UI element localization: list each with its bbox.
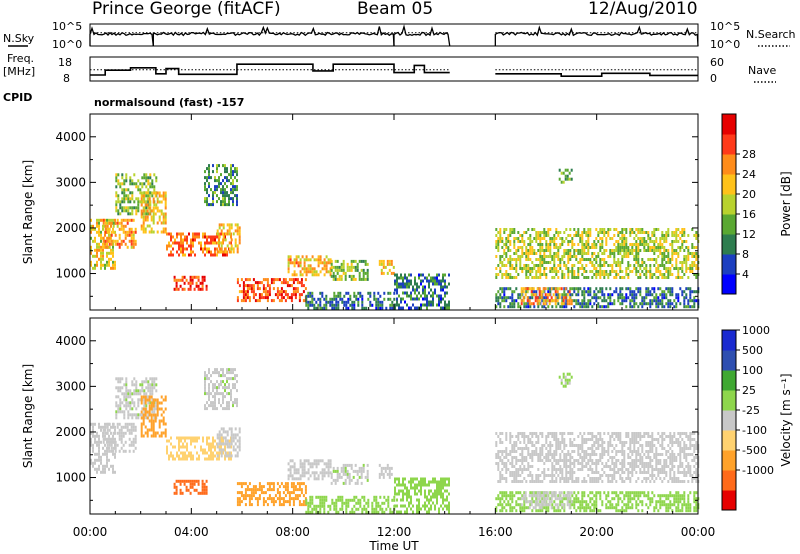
velocity-panel: 1000 2000 3000 4000 Slant Range [km] — [21, 317, 700, 515]
noise-left-top: 10^5 — [52, 20, 82, 33]
velocity-ytick-label: 1000 — [55, 471, 86, 485]
velocity-colorbar-tick-label: -500 — [742, 444, 767, 457]
velocity-colorbar-tick-label: -25 — [742, 404, 760, 417]
velocity-colorbar-segment — [722, 450, 736, 471]
nave-label: Nave — [748, 64, 776, 77]
x-tick-label: 00:00 — [73, 525, 108, 539]
date-label: 12/Aug/2010 — [588, 0, 698, 19]
x-axis-label: Time UT — [368, 539, 419, 553]
x-tick-label: 04:00 — [174, 525, 209, 539]
noise-left-bottom: 10^0 — [52, 38, 82, 51]
velocity-colorbar-tick-label: 1000 — [742, 324, 770, 337]
velocity-ytick-label: 3000 — [55, 379, 86, 393]
velocity-colorbar-frame — [721, 329, 737, 511]
velocity-ytick-label: 2000 — [55, 425, 86, 439]
freq-right-top: 60 — [710, 56, 724, 69]
velocity-ytick-label: 4000 — [55, 334, 86, 348]
velocity-colorbar-segment — [722, 390, 736, 411]
power-colorbar-tick-label: 8 — [742, 248, 749, 261]
power-ytick-label: 3000 — [55, 175, 86, 189]
velocity-colorbar-tick-label: 100 — [742, 364, 763, 377]
power-colorbar: 4 8 12 16 20 24 28 Power [dB] — [721, 113, 793, 295]
power-ytick-label: 2000 — [55, 221, 86, 235]
freq-label: Freq. — [7, 52, 34, 65]
noise-sky-segment — [152, 25, 395, 47]
power-colorbar-label: Power [dB] — [779, 171, 793, 236]
power-colorbar-tick-label: 20 — [742, 188, 756, 201]
power-ytick-label: 1000 — [55, 267, 86, 281]
x-tick-label: 16:00 — [478, 525, 513, 539]
x-tick-label: 00:00 — [681, 525, 716, 539]
power-ytick-label: 4000 — [55, 130, 86, 144]
power-colorbar-segment — [722, 254, 736, 275]
station-title: Prince George (fitACF) — [92, 0, 281, 19]
x-tick-label: 12:00 — [377, 525, 412, 539]
noise-sky-segment — [89, 26, 154, 47]
velocity-colorbar-label: Velocity [m s⁻¹] — [779, 373, 793, 466]
velocity-echoes — [90, 368, 700, 514]
noise-right-bottom: 10^0 — [710, 38, 740, 51]
freq-left-top: 18 — [58, 56, 72, 69]
power-colorbar-tick-label: 28 — [742, 148, 756, 161]
n-sky-label: N.Sky — [3, 32, 35, 45]
velocity-ylabel: Slant Range [km] — [21, 364, 35, 468]
freq-left-bottom: 8 — [63, 72, 70, 85]
cpid-value: normalsound (fast) -157 — [94, 96, 244, 109]
freq-plot — [90, 63, 698, 77]
cpid-label: CPID — [3, 91, 32, 104]
velocity-colorbar-segment — [722, 490, 736, 511]
power-panel: 1000 2000 3000 4000 Slant Range [km] — [21, 113, 700, 311]
freq-panel-frame — [89, 56, 699, 82]
x-tick-label: 08:00 — [275, 525, 310, 539]
freq-unit-label: [MHz] — [3, 65, 35, 78]
frequency-line — [90, 63, 698, 77]
velocity-colorbar-segment — [722, 410, 736, 431]
power-colorbar-segment — [722, 154, 736, 175]
power-echoes — [90, 164, 700, 310]
power-colorbar-segment — [722, 174, 736, 195]
n-search-label: N.Search — [746, 28, 796, 41]
power-ylabel: Slant Range [km] — [21, 160, 35, 264]
beam-label: Beam 05 — [357, 0, 433, 19]
noise-plot — [89, 24, 699, 47]
velocity-colorbar-tick-label: 500 — [742, 344, 763, 357]
power-colorbar-segment — [722, 234, 736, 255]
power-colorbar-tick-label: 4 — [742, 268, 749, 281]
power-colorbar-segment — [722, 134, 736, 155]
power-colorbar-tick-label: 24 — [742, 168, 756, 181]
noise-sky-segment — [393, 24, 451, 47]
velocity-colorbar-tick-label: 25 — [742, 384, 756, 397]
power-colorbar-tick-label: 12 — [742, 228, 756, 241]
velocity-colorbar-segment — [722, 470, 736, 491]
velocity-colorbar: 1000 500 100 25 -25 -100 -500 -1000 Velocity [m … — [721, 324, 793, 511]
velocity-colorbar-tick-label: -1000 — [742, 464, 774, 477]
velocity-colorbar-segment — [722, 350, 736, 371]
power-colorbar-segment — [722, 114, 736, 135]
freq-right-bottom: 0 — [710, 72, 717, 85]
velocity-colorbar-tick-label: -100 — [742, 424, 767, 437]
x-tick-label: 20:00 — [579, 525, 614, 539]
power-colorbar-segment — [722, 214, 736, 235]
noise-sky-segment — [494, 25, 699, 47]
power-colorbar-segment — [722, 274, 736, 295]
velocity-colorbar-segment — [722, 330, 736, 351]
power-colorbar-segment — [722, 194, 736, 215]
noise-right-top: 10^5 — [710, 20, 740, 33]
x-axis-ticks: 00:00 04:00 08:00 12:00 16:00 20:00 00:00 — [73, 525, 716, 539]
velocity-colorbar-segment — [722, 370, 736, 391]
power-colorbar-tick-label: 16 — [742, 208, 756, 221]
power-colorbar-frame — [721, 113, 737, 295]
velocity-colorbar-segment — [722, 430, 736, 451]
